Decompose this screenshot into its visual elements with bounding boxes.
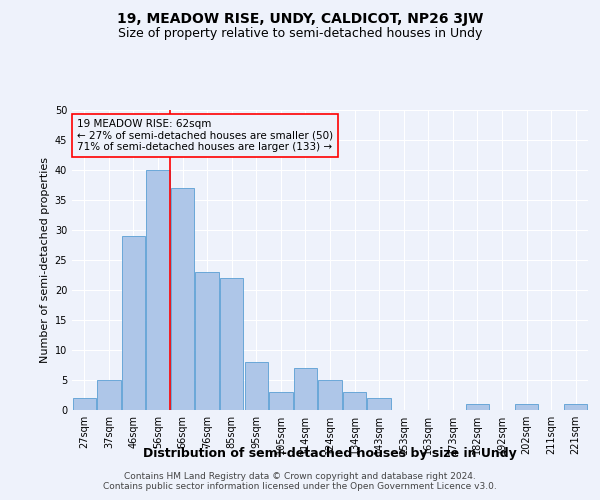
Y-axis label: Number of semi-detached properties: Number of semi-detached properties — [40, 157, 50, 363]
Bar — [146, 170, 170, 410]
Bar — [245, 362, 268, 410]
Bar — [97, 380, 121, 410]
Bar — [515, 404, 538, 410]
Bar — [196, 272, 219, 410]
Text: Size of property relative to semi-detached houses in Undy: Size of property relative to semi-detach… — [118, 28, 482, 40]
Bar — [269, 392, 293, 410]
Bar — [73, 398, 96, 410]
Bar — [220, 278, 244, 410]
Bar — [171, 188, 194, 410]
Text: Distribution of semi-detached houses by size in Undy: Distribution of semi-detached houses by … — [143, 448, 517, 460]
Text: 19, MEADOW RISE, UNDY, CALDICOT, NP26 3JW: 19, MEADOW RISE, UNDY, CALDICOT, NP26 3J… — [117, 12, 483, 26]
Text: Contains public sector information licensed under the Open Government Licence v3: Contains public sector information licen… — [103, 482, 497, 491]
Bar — [343, 392, 366, 410]
Bar — [564, 404, 587, 410]
Text: 19 MEADOW RISE: 62sqm
← 27% of semi-detached houses are smaller (50)
71% of semi: 19 MEADOW RISE: 62sqm ← 27% of semi-deta… — [77, 119, 333, 152]
Text: Contains HM Land Registry data © Crown copyright and database right 2024.: Contains HM Land Registry data © Crown c… — [124, 472, 476, 481]
Bar — [294, 368, 317, 410]
Bar — [367, 398, 391, 410]
Bar — [466, 404, 489, 410]
Bar — [122, 236, 145, 410]
Bar — [319, 380, 341, 410]
